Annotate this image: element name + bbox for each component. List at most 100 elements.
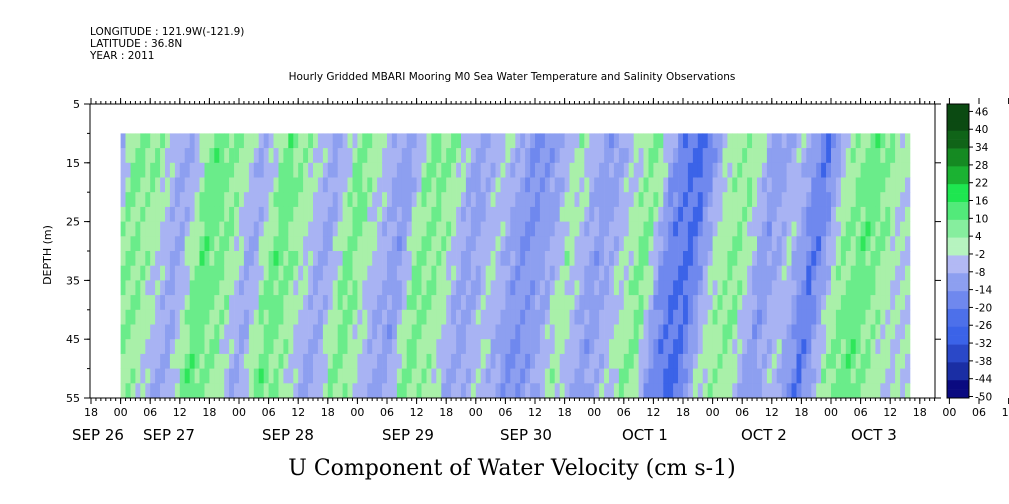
heatmap-cell [239,206,245,222]
heatmap-cell [525,133,531,149]
heatmap-cell [367,309,373,325]
heatmap-cell [150,309,156,325]
heatmap-cell [239,339,245,355]
heatmap-cell [549,221,556,237]
heatmap-cell [500,295,506,311]
heatmap-cell [816,177,822,193]
heatmap-cell [885,383,891,399]
heatmap-cell [835,280,842,296]
heatmap-cell [234,221,240,237]
heatmap-cell [732,206,738,222]
x-hour-label: 18 [439,406,453,419]
heatmap-cell [283,324,289,340]
heatmap-cell [367,206,373,222]
heatmap-cell [599,206,605,222]
heatmap-cell [771,177,778,193]
heatmap-cell [169,251,176,267]
heatmap-cell [752,221,758,237]
heatmap-cell [840,339,847,355]
heatmap-cell [243,353,250,369]
heatmap-cell [150,368,156,384]
heatmap-cell [199,236,205,252]
heatmap-cell [821,162,827,178]
colorbar-swatch [947,264,969,274]
heatmap-cell [653,162,659,178]
heatmap-cell [219,265,225,281]
heatmap-cell [860,236,866,252]
heatmap-cell [451,221,457,237]
heatmap-cell [204,192,210,208]
heatmap-cell [421,383,427,399]
heatmap-cell [303,353,309,369]
heatmap-cell [416,265,422,281]
heatmap-cell [530,133,536,149]
heatmap-cell [638,236,644,252]
heatmap-cell [840,280,847,296]
heatmap-cell [554,368,560,384]
heatmap-cell [791,206,797,222]
heatmap-cell [732,265,738,281]
heatmap-cell [332,368,338,384]
heatmap-cell [234,148,240,164]
heatmap-cell [658,383,664,399]
heatmap-cell [520,368,526,384]
heatmap-cell [308,206,314,222]
heatmap-cell [835,309,842,325]
heatmap-cell [880,251,886,267]
heatmap-cell [678,265,684,281]
heatmap-cell [757,324,763,340]
heatmap-cell [515,324,521,340]
heatmap-cell [604,353,610,369]
heatmap-cell [776,309,782,325]
heatmap-cell [199,133,205,149]
heatmap-cell [500,280,506,296]
heatmap-cell [850,280,856,296]
heatmap-cell [613,162,620,178]
heatmap-cell [401,324,408,340]
heatmap-cell [125,251,131,267]
heatmap-cell [628,280,634,296]
heatmap-cell [599,251,605,267]
heatmap-cell [628,368,634,384]
heatmap-cell [288,295,294,311]
heatmap-cell [293,265,299,281]
heatmap-cell [554,177,560,193]
heatmap-cell [431,162,437,178]
heatmap-cell [895,324,901,340]
heatmap-cell [436,251,442,267]
heatmap-cell [554,280,560,296]
heatmap-cell [367,295,373,311]
heatmap-cell [835,221,842,237]
heatmap-cell [313,192,319,208]
heatmap-cell [579,148,585,164]
heatmap-cell [865,280,871,296]
heatmap-cell [436,148,442,164]
heatmap-cell [140,251,146,267]
heatmap-cell [416,133,422,149]
heatmap-cell [658,148,664,164]
heatmap-cell [342,324,348,340]
heatmap-cell [174,295,181,311]
heatmap-cell [673,280,679,296]
heatmap-cell [722,236,728,252]
heatmap-cell [535,221,541,237]
heatmap-cell [322,148,329,164]
heatmap-cell [155,133,161,149]
heatmap-cell [184,339,190,355]
heatmap-cell [288,339,294,355]
heatmap-cell [673,192,679,208]
heatmap-cell [855,309,861,325]
heatmap-cell [717,251,723,267]
heatmap-cell [456,339,462,355]
heatmap-cell [135,251,141,267]
heatmap-cell [169,236,176,252]
heatmap-cell [303,383,309,399]
heatmap-cell [342,339,348,355]
heatmap-cell [273,177,279,193]
heatmap-cell [737,206,743,222]
heatmap-cell [594,280,600,296]
heatmap-cell [293,324,299,340]
heatmap-cell [239,148,245,164]
heatmap-cell [835,148,842,164]
heatmap-cell [648,192,654,208]
